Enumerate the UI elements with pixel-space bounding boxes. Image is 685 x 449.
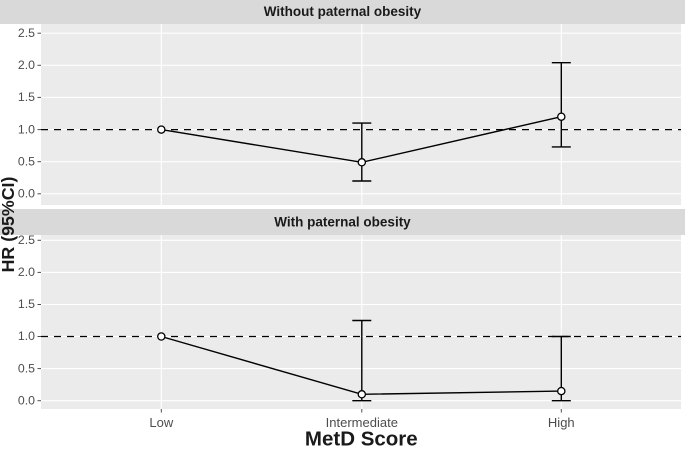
svg-text:2.5: 2.5 (18, 26, 35, 40)
svg-text:2.5: 2.5 (18, 233, 35, 247)
svg-text:0.5: 0.5 (18, 154, 35, 168)
svg-text:Low: Low (149, 415, 173, 430)
svg-text:1.0: 1.0 (18, 122, 35, 136)
svg-text:HR (95%CI): HR (95%CI) (0, 177, 18, 273)
svg-text:2.0: 2.0 (18, 58, 35, 72)
svg-text:0.5: 0.5 (18, 361, 35, 375)
svg-text:Without paternal obesity: Without paternal obesity (264, 4, 422, 19)
svg-text:High: High (548, 415, 575, 430)
svg-text:0.0: 0.0 (18, 393, 35, 407)
svg-text:2.0: 2.0 (18, 265, 35, 279)
svg-text:1.5: 1.5 (18, 297, 35, 311)
svg-text:1.5: 1.5 (18, 90, 35, 104)
svg-text:With paternal obesity: With paternal obesity (274, 215, 411, 230)
svg-text:0.0: 0.0 (18, 187, 35, 201)
svg-text:MetD Score: MetD Score (305, 428, 418, 449)
svg-text:1.0: 1.0 (18, 329, 35, 343)
